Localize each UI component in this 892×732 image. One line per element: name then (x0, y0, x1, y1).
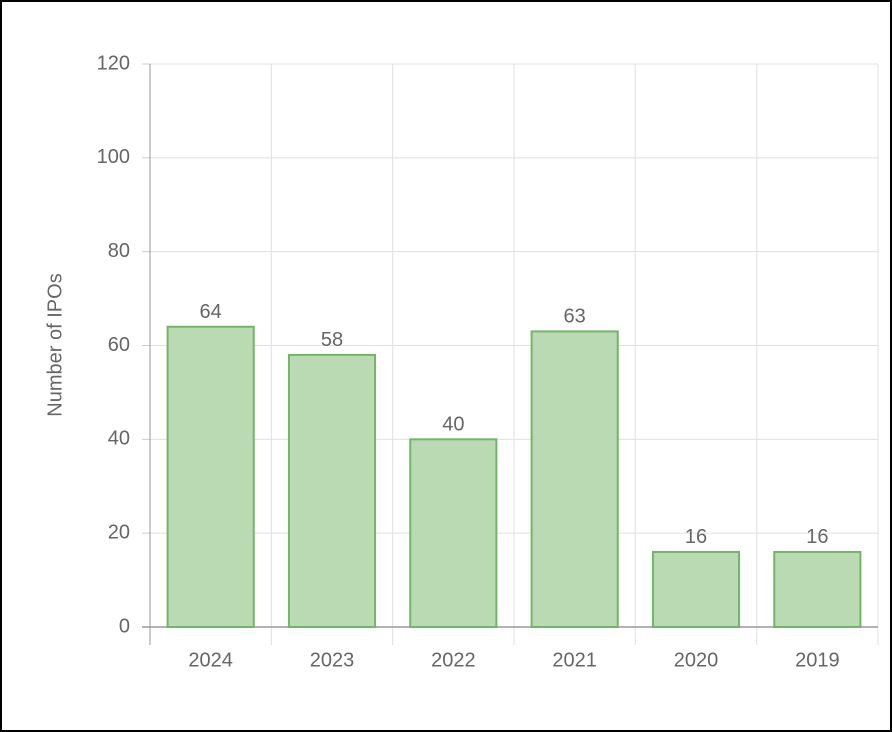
value-label: 40 (442, 414, 464, 436)
value-label: 58 (321, 329, 343, 351)
bar (166, 325, 255, 628)
y-tick-label: 60 (108, 334, 130, 356)
value-label: 16 (806, 526, 828, 548)
bar (530, 330, 619, 628)
y-tick-label: 100 (97, 146, 130, 168)
bar (773, 550, 862, 629)
value-label: 63 (564, 306, 586, 328)
bar (409, 438, 498, 629)
y-tick-label: 80 (108, 240, 130, 262)
value-label: 16 (685, 526, 707, 548)
bar (651, 550, 741, 629)
x-tick-label: 2020 (674, 649, 719, 671)
x-tick-label: 2022 (431, 649, 476, 671)
y-tick-label: 40 (108, 428, 130, 450)
y-tick-label: 0 (119, 615, 130, 637)
y-axis-label: Number of IPOs (44, 273, 66, 416)
x-tick-label: 2023 (310, 649, 355, 671)
y-tick-label: 120 (97, 52, 130, 74)
y-tick-label: 20 (108, 521, 130, 543)
bar (287, 353, 377, 628)
x-tick-label: 2024 (188, 649, 233, 671)
x-tick-label: 2019 (795, 649, 840, 671)
value-label: 64 (200, 301, 222, 323)
x-tick-label: 2021 (552, 649, 597, 671)
